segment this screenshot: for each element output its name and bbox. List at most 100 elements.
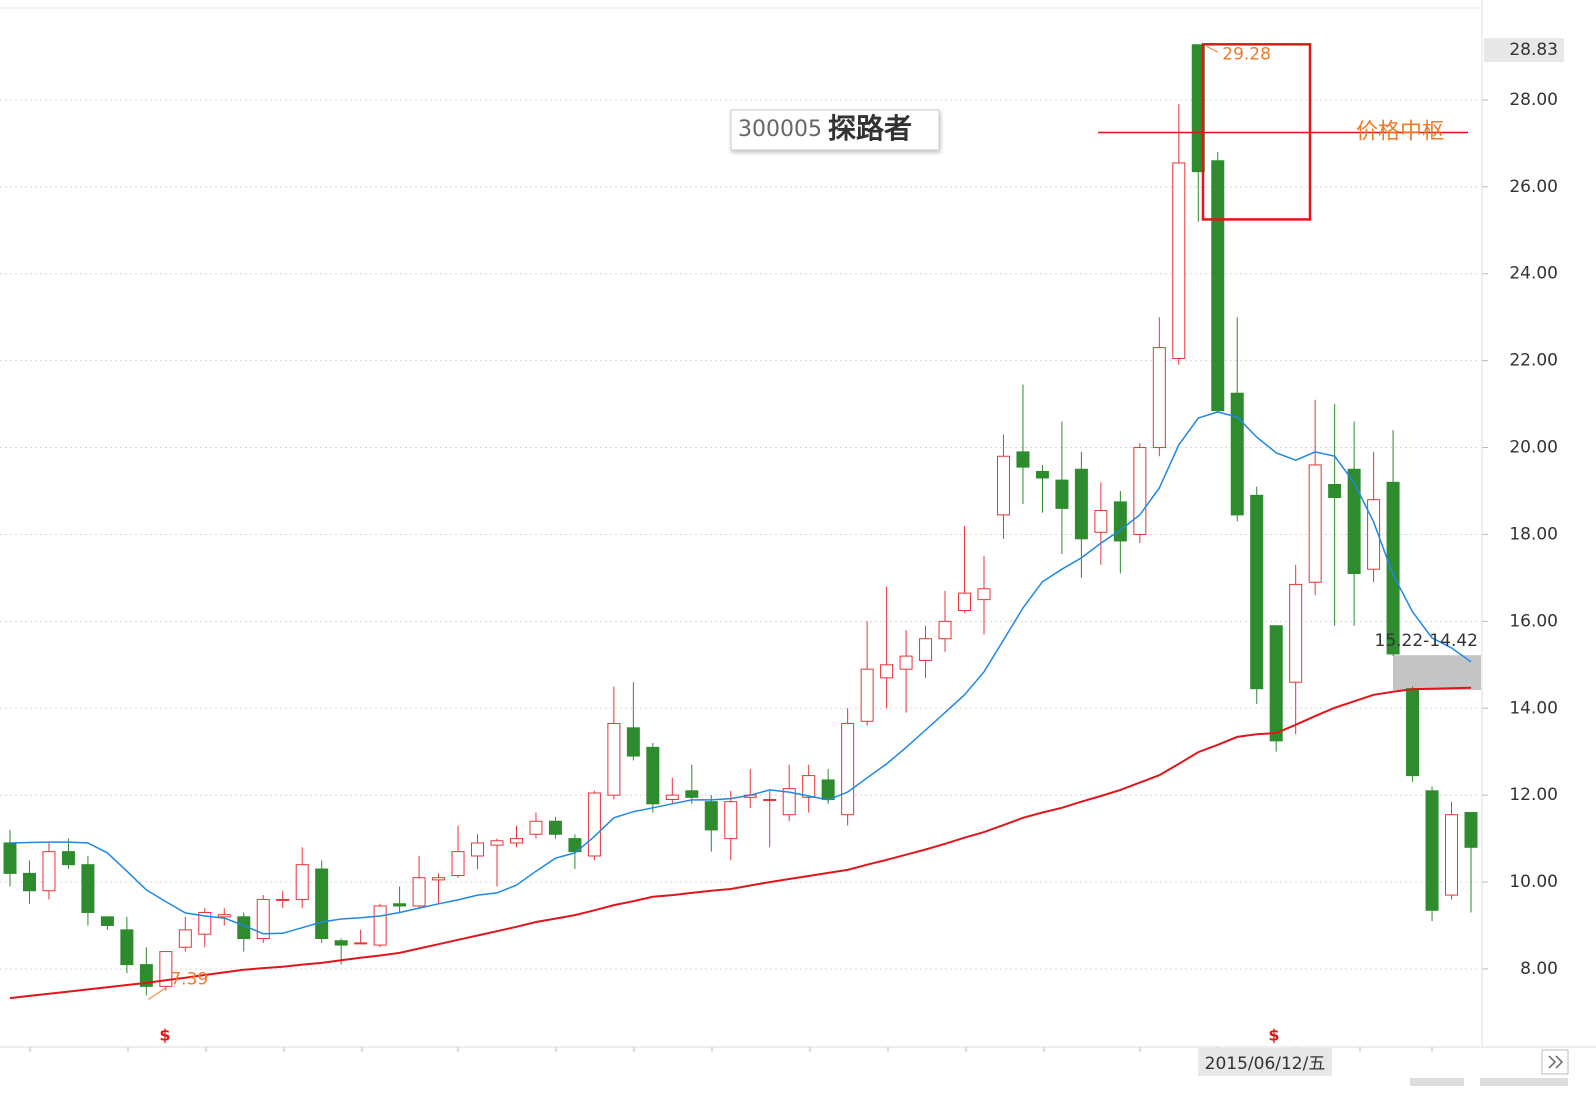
candle-up: [354, 942, 368, 945]
low-label: 7.39: [170, 969, 208, 989]
candle-down: [685, 790, 699, 798]
last-price-background: [1484, 38, 1564, 62]
date-background: [1198, 1048, 1332, 1076]
y-tick-label: 18.00: [1509, 524, 1558, 544]
last-price: 28.83: [1509, 40, 1558, 60]
scroll-button[interactable]: [1541, 1049, 1569, 1075]
candle-up: [958, 592, 972, 611]
stock-code: 300005: [738, 117, 822, 142]
candle-up: [198, 911, 212, 935]
candle-up: [880, 664, 894, 679]
candle-down: [61, 851, 75, 866]
candle-up: [977, 588, 991, 601]
candle-up: [509, 838, 523, 844]
candle-down: [1269, 625, 1283, 742]
moving-averages: [9, 411, 1472, 1000]
candle-down: [1406, 688, 1420, 777]
scrollbar[interactable]: [1410, 1078, 1464, 1086]
candle-down: [139, 964, 153, 987]
y-tick-label: 10.00: [1509, 872, 1558, 892]
candles: [3, 44, 1478, 996]
candle-down: [315, 868, 329, 940]
title-background: [730, 109, 940, 151]
candle-up: [178, 929, 192, 948]
candle-down: [22, 872, 36, 892]
candle-up: [996, 455, 1010, 516]
candle-down: [3, 842, 17, 874]
candle-down: [100, 916, 114, 927]
candle-down: [646, 746, 660, 805]
scrollbar[interactable]: [1480, 1078, 1568, 1086]
candle-down: [1113, 501, 1127, 542]
y-tick-label: 14.00: [1509, 698, 1558, 718]
candle-up: [899, 655, 913, 670]
candle-up: [841, 722, 855, 816]
candle-up: [1133, 447, 1147, 535]
candle-down: [568, 838, 582, 853]
candle-up: [276, 898, 290, 901]
candle-up: [919, 638, 933, 661]
candle-up: [1289, 583, 1303, 683]
candle-up: [42, 851, 56, 892]
candle-down: [1055, 479, 1069, 509]
high-pointer: [1206, 45, 1219, 53]
crosshair-date: 2015/06/12/五: [1205, 1054, 1326, 1074]
overlays: [1393, 655, 1481, 691]
moving-average: [9, 686, 1472, 1000]
candle-up: [802, 775, 816, 798]
y-tick-label: 26.00: [1509, 177, 1558, 197]
signal-marker: $: [159, 1026, 170, 1045]
candle-down: [1211, 160, 1225, 412]
candle-down: [1386, 481, 1400, 655]
signal-marker: $: [1268, 1026, 1279, 1045]
candle-down: [1425, 790, 1439, 911]
candle-down: [704, 801, 718, 831]
y-tick-label: 22.00: [1509, 351, 1558, 371]
candle-down: [1035, 470, 1049, 479]
candle-down: [548, 820, 562, 835]
title-box: 300005 探路者: [730, 109, 940, 151]
candle-up: [529, 820, 543, 835]
candle-up: [451, 851, 465, 877]
y-tick-label: 16.00: [1509, 611, 1558, 631]
high-label: 29.28: [1222, 44, 1271, 64]
candle-down: [334, 940, 348, 946]
candle-up: [159, 951, 173, 987]
candle-up: [587, 792, 601, 857]
candle-down: [120, 929, 134, 966]
stock-name: 探路者: [828, 112, 912, 145]
y-tick-label: 20.00: [1509, 438, 1558, 458]
candle-down: [626, 727, 640, 757]
candle-down: [393, 903, 407, 907]
scroll-icon: [1548, 1055, 1564, 1069]
candle-down: [81, 864, 95, 913]
candle-down: [1347, 468, 1361, 575]
candle-down: [1464, 812, 1478, 848]
y-tick-label: 8.00: [1520, 959, 1558, 979]
labels: 8.00 10.00 12.00 14.00 16.00 18.00 20.00 22.00 2…: [148, 43, 1558, 1000]
price-zone: [1393, 655, 1481, 691]
candle-up: [471, 842, 485, 857]
y-tick-label: 28.00: [1509, 90, 1558, 110]
candle-up: [938, 620, 952, 640]
low-pointer: [148, 987, 167, 1000]
candle-up: [607, 722, 621, 796]
candle-up: [860, 668, 874, 722]
candle-up: [1172, 162, 1186, 359]
candle-down: [1230, 392, 1244, 516]
candle-up: [412, 877, 426, 907]
candle-up: [373, 905, 387, 946]
y-tick-label: 24.00: [1509, 264, 1558, 284]
candle-up: [256, 898, 270, 940]
candle-up: [724, 801, 738, 840]
candle-up: [1308, 464, 1322, 583]
candle-up: [1445, 814, 1459, 896]
candle-up: [490, 840, 504, 846]
candle-up: [782, 788, 796, 816]
candle-up: [665, 794, 679, 801]
candle-down: [1191, 44, 1205, 173]
pivot-label: 价格中枢: [1356, 120, 1444, 145]
candle-up: [295, 864, 309, 900]
